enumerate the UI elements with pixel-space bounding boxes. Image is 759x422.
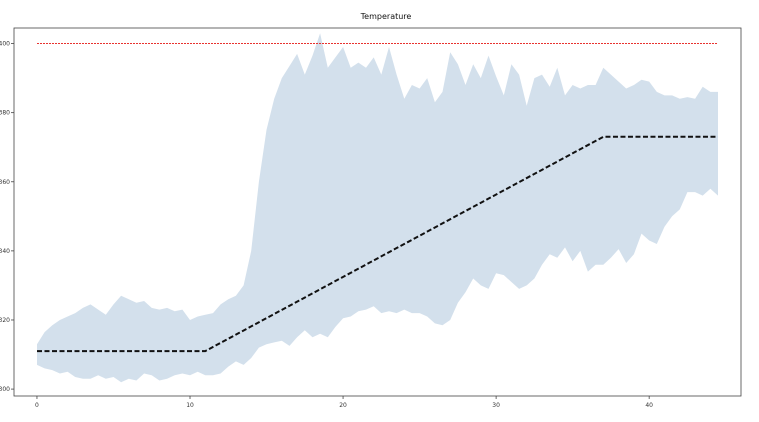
y-tick-label: 380 — [0, 110, 10, 117]
chart-title: Temperature — [360, 12, 412, 21]
y-tick-label: 320 — [0, 317, 10, 324]
range-band — [37, 33, 718, 383]
x-tick-label: 20 — [339, 402, 347, 409]
x-tick-label: 10 — [186, 402, 194, 409]
x-tick-label: 0 — [35, 402, 39, 409]
y-tick-label: 300 — [0, 386, 10, 393]
x-tick-label: 30 — [492, 402, 500, 409]
y-tick-label: 340 — [0, 248, 10, 255]
x-tick-label: 40 — [645, 402, 653, 409]
y-tick-label: 400 — [0, 41, 10, 48]
plot-frame — [13, 27, 742, 397]
setpoint-line — [37, 135, 718, 353]
y-tick-label: 360 — [0, 179, 10, 186]
